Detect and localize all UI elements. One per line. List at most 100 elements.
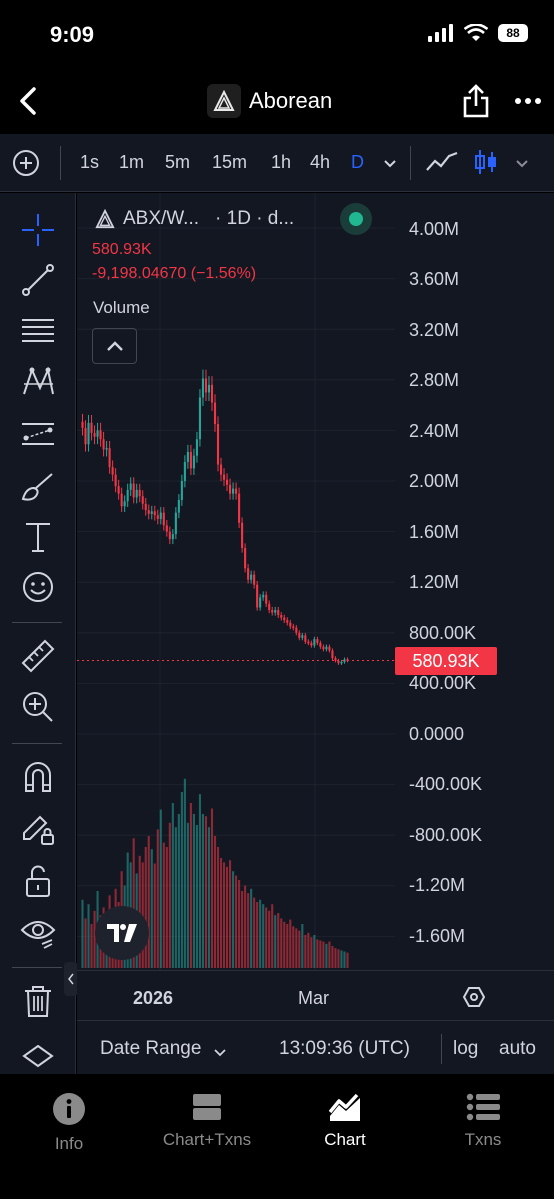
object-tree-tool[interactable] [18,1045,58,1075]
candle-body [328,646,331,651]
y-tick-label: 4.00M [409,219,460,239]
candle-body [253,574,256,585]
nav-info[interactable]: Info [0,1092,138,1154]
volume-bar [165,847,168,968]
more-dots-icon [515,98,541,104]
add-symbol-button[interactable] [12,149,40,182]
symbol-interval: · 1D · d... [215,208,295,229]
candle-body [250,574,253,580]
chart-type-dropdown[interactable] [515,156,529,174]
candle-body [186,451,189,463]
collapse-tools-button[interactable] [64,962,78,996]
candle-body [177,499,180,513]
lock-drawings-tool[interactable] [18,809,58,849]
volume-bar [192,814,195,968]
volume-bar [90,924,93,968]
interval-5m[interactable]: 5m [165,152,191,172]
crosshair-tool[interactable] [18,210,58,250]
candle-body [334,658,337,661]
volume-bar [216,847,220,968]
volume-bar [271,904,274,968]
candles-chart-type-button[interactable] [474,148,498,181]
interval-dropdown[interactable] [383,156,397,174]
forecast-tool[interactable] [18,414,58,454]
market-status-indicator[interactable] [340,203,372,235]
toolbar-divider [410,146,411,180]
zoom-tool[interactable] [18,687,58,727]
candle-body [259,597,262,608]
toolbar-divider [60,146,61,180]
volume-bar [144,847,147,968]
back-button[interactable] [16,86,40,121]
interval-d-active[interactable]: D [351,152,364,172]
volume-bar [168,822,171,968]
text-tool[interactable] [18,517,58,557]
volume-bar [250,888,253,968]
share-button[interactable] [462,84,490,123]
volume-bar [286,924,289,968]
auto-scale-toggle[interactable]: auto [499,1038,536,1059]
candle-body [238,493,241,523]
candle-body [298,632,301,638]
interval-4h[interactable]: 4h [310,152,331,172]
time-axis[interactable]: 2026 Mar [77,970,554,1020]
candle-body [84,427,87,445]
bottom-divider [441,1034,442,1064]
interval-1h[interactable]: 1h [271,152,292,172]
volume-bar [222,862,226,968]
volume-bar [265,907,268,968]
volume-indicator-label[interactable]: Volume [93,298,150,317]
date-range-button[interactable]: Date Range [100,1038,202,1059]
utc-time[interactable]: 13:09:36 (UTC) [279,1038,410,1059]
emoji-tool[interactable] [18,567,58,607]
candle-body [216,424,220,465]
chart-settings-button[interactable] [462,986,486,1013]
x-tick-label: 2026 [133,988,174,1008]
volume-bar [268,910,271,968]
nav-chart-txns[interactable]: Chart+Txns [138,1092,276,1150]
brush-tool[interactable] [18,466,58,506]
candle-body [271,610,274,613]
pencil-lock-icon [23,815,54,845]
status-bar: 9:09 88 [0,0,554,72]
interval-15m[interactable]: 15m [212,152,248,172]
pattern-tool[interactable] [18,362,58,402]
y-tick-label: -800.00K [409,825,483,845]
symbol-legend[interactable]: ABX/W... · 1D · d... [95,208,294,230]
candle-body [301,635,304,638]
text-icon [26,523,50,552]
volume-bar [328,941,331,968]
collapse-legend-button[interactable] [92,328,137,364]
measure-tool[interactable] [18,636,58,676]
volume-bar [180,792,183,968]
candle-body [156,515,159,519]
chart-canvas[interactable] [77,193,554,970]
fib-tool[interactable] [18,310,58,350]
settings-hexagon-icon [462,987,486,1007]
nav-chart[interactable]: Chart [276,1092,414,1150]
volume-bar [307,932,310,968]
more-button[interactable] [515,88,541,119]
unlock-tool[interactable] [18,861,58,901]
log-scale-toggle[interactable]: log [453,1038,479,1059]
volume-bar [213,836,217,968]
volume-bar [210,808,214,968]
remove-drawings-tool[interactable] [18,981,58,1021]
price-axis[interactable]: 4.00M 3.60M 3.20M 2.80M 2.40M 2.00M 1.60… [396,193,554,970]
line-chart-type-button[interactable] [425,150,459,179]
candle-body [192,455,195,469]
interval-1m[interactable]: 1m [119,152,145,172]
ruler-icon [21,639,55,673]
tradingview-logo[interactable] [95,906,149,960]
nav-txns[interactable]: Txns [414,1092,552,1150]
date-range-dropdown[interactable] [214,1044,226,1062]
trend-line-tool[interactable] [18,260,58,300]
candle-body [244,548,247,569]
visibility-tool[interactable] [18,912,58,952]
volume-bar [204,816,208,968]
magnet-tool[interactable] [18,757,58,797]
volume-bar [238,880,241,968]
y-tick-label: -1.20M [409,875,466,895]
unlock-icon [26,865,50,897]
interval-1s[interactable]: 1s [80,152,100,172]
